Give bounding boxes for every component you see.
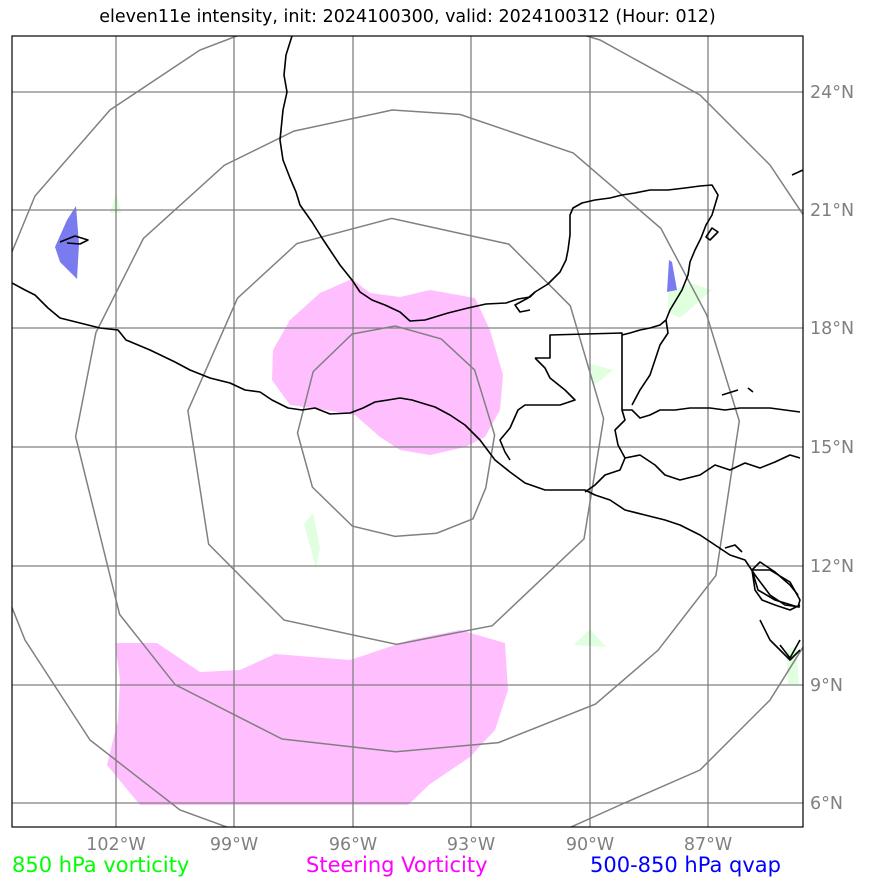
island-cozumel — [705, 227, 719, 241]
qvap-area — [55, 206, 79, 279]
lon-label: 90°W — [566, 835, 614, 855]
qvap-areas — [55, 206, 677, 292]
steering-vorticity-area — [107, 630, 508, 805]
central-america-borders — [584, 409, 801, 611]
lat-label: 9°N — [810, 676, 843, 696]
lon-label: 93°W — [447, 835, 495, 855]
island-sw — [59, 235, 89, 245]
guatemala-border — [535, 332, 801, 419]
gulf-fonseca — [724, 544, 743, 553]
lat-label: 18°N — [810, 319, 854, 339]
coastlines — [12, 36, 803, 661]
legend-qvap: 500-850 hPa qvap — [590, 853, 781, 877]
steering-vorticity-areas — [107, 279, 508, 805]
belize-coast — [631, 319, 669, 406]
mexico-pacific-coast — [12, 282, 801, 608]
legend-vorticity-850: 850 hPa vorticity — [12, 853, 190, 877]
legend-steering-vorticity: Steering Vorticity — [306, 853, 488, 877]
lon-label: 102°W — [86, 835, 145, 855]
map-frame — [11, 35, 804, 828]
cuba-coast — [791, 169, 803, 176]
lat-label: 15°N — [810, 438, 854, 458]
mexico-guatemala-border — [499, 357, 576, 461]
lat-label: 12°N — [810, 557, 854, 577]
qvap-area — [667, 260, 677, 292]
lake-nicaragua — [751, 569, 801, 608]
longitude-labels: 102°W 99°W 96°W 93°W 90°W 87°W — [86, 835, 732, 855]
chart-title: eleven11e intensity, init: 2024100300, v… — [99, 7, 716, 27]
island-roatan — [721, 387, 754, 396]
lat-label: 24°N — [810, 83, 854, 103]
lat-label: 6°N — [810, 794, 843, 814]
vorticity-850-area — [668, 283, 712, 318]
vorticity-850-area — [304, 513, 320, 568]
range-rings — [12, 36, 803, 827]
latitude-labels: 24°N 21°N 18°N 15°N 12°N 9°N 6°N — [810, 83, 854, 814]
vorticity-850-areas — [110, 192, 799, 684]
lat-label: 21°N — [810, 201, 854, 221]
lon-label: 99°W — [210, 835, 258, 855]
costa-rica-coast — [759, 619, 801, 661]
lon-label: 96°W — [329, 835, 377, 855]
yucatan-west-coast — [514, 291, 536, 313]
mexico-gulf-coast — [279, 36, 719, 336]
panama-tip — [779, 639, 801, 659]
steering-vorticity-area — [272, 279, 503, 455]
lon-label: 87°W — [684, 835, 732, 855]
vorticity-850-area — [587, 363, 613, 385]
graticule — [12, 36, 803, 827]
